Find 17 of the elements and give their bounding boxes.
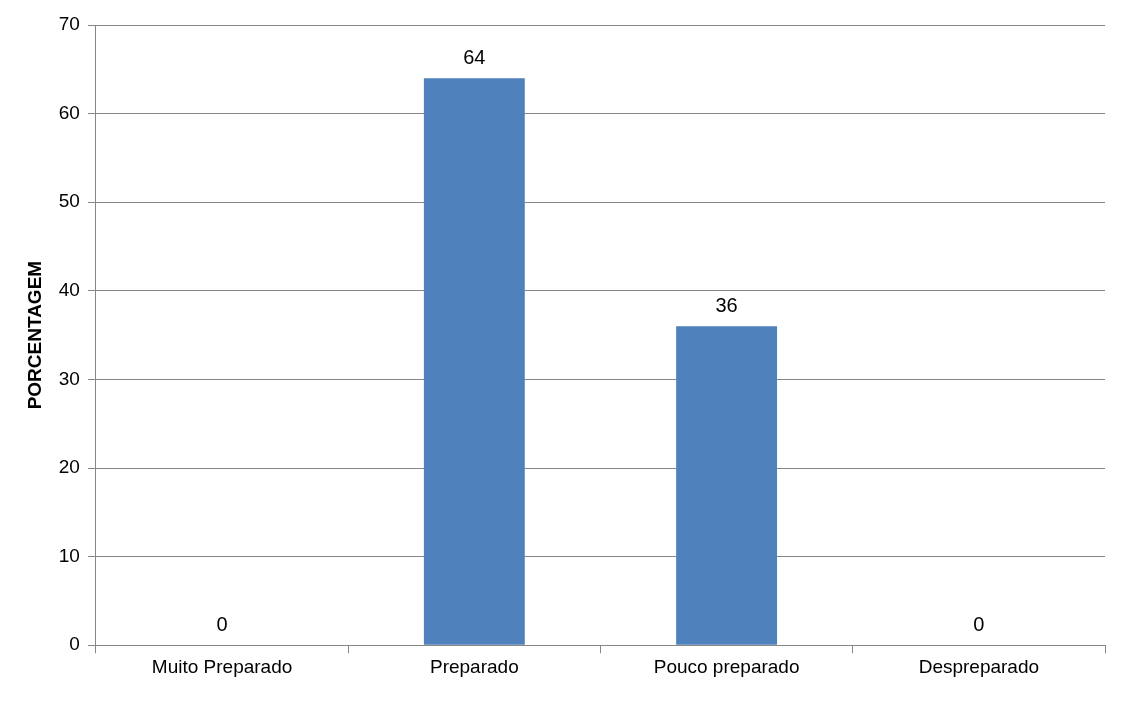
data-label: 64 <box>463 45 486 68</box>
x-tick-label: Despreparado <box>918 655 1040 677</box>
y-tick-label: 0 <box>69 633 80 655</box>
y-tick-label: 30 <box>58 367 80 389</box>
x-tick-label: Muito Preparado <box>151 655 293 677</box>
y-tick-label: 20 <box>58 456 80 478</box>
x-tick-label: Pouco preparado <box>653 655 800 677</box>
x-tick-label: Preparado <box>429 655 519 677</box>
y-tick-label: 70 <box>58 13 80 35</box>
data-label: 0 <box>973 612 985 635</box>
y-tick-label: 40 <box>58 279 80 301</box>
data-label: 36 <box>715 293 738 316</box>
data-label: 0 <box>216 612 228 635</box>
y-tick-label: 50 <box>58 190 80 212</box>
y-tick-label: 60 <box>58 101 80 123</box>
y-axis-title: PORCENTAGEM <box>23 260 45 410</box>
y-tick-label: 10 <box>58 544 80 566</box>
